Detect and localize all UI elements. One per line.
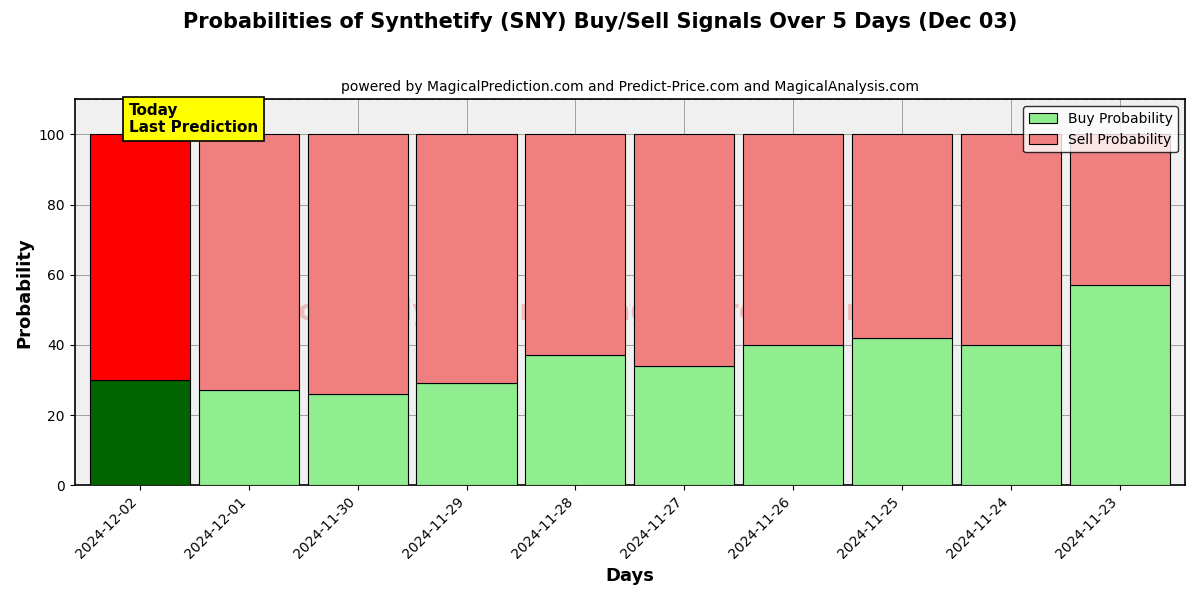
- Bar: [526, 134, 625, 355]
- Bar: [307, 134, 408, 394]
- Bar: [199, 391, 299, 485]
- Bar: [743, 134, 844, 345]
- Text: Today
Last Prediction: Today Last Prediction: [130, 103, 258, 135]
- Text: MagicalPrediction.com: MagicalPrediction.com: [584, 298, 941, 326]
- Title: powered by MagicalPrediction.com and Predict-Price.com and MagicalAnalysis.com: powered by MagicalPrediction.com and Pre…: [341, 80, 919, 94]
- Legend: Buy Probability, Sell Probability: Buy Probability, Sell Probability: [1024, 106, 1178, 152]
- Bar: [1069, 134, 1170, 285]
- Bar: [743, 345, 844, 485]
- Bar: [961, 134, 1061, 345]
- Bar: [961, 345, 1061, 485]
- Bar: [852, 338, 952, 485]
- Bar: [199, 134, 299, 391]
- Bar: [526, 355, 625, 485]
- X-axis label: Days: Days: [605, 567, 654, 585]
- Bar: [634, 366, 734, 485]
- Bar: [307, 394, 408, 485]
- Bar: [1069, 285, 1170, 485]
- Bar: [852, 134, 952, 338]
- Text: Probabilities of Synthetify (SNY) Buy/Sell Signals Over 5 Days (Dec 03): Probabilities of Synthetify (SNY) Buy/Se…: [182, 12, 1018, 32]
- Bar: [634, 134, 734, 366]
- Y-axis label: Probability: Probability: [16, 237, 34, 347]
- Bar: [416, 134, 517, 383]
- Bar: [90, 380, 190, 485]
- Text: MagicalAnalysis.com: MagicalAnalysis.com: [222, 298, 548, 326]
- Bar: [90, 134, 190, 380]
- Bar: [416, 383, 517, 485]
